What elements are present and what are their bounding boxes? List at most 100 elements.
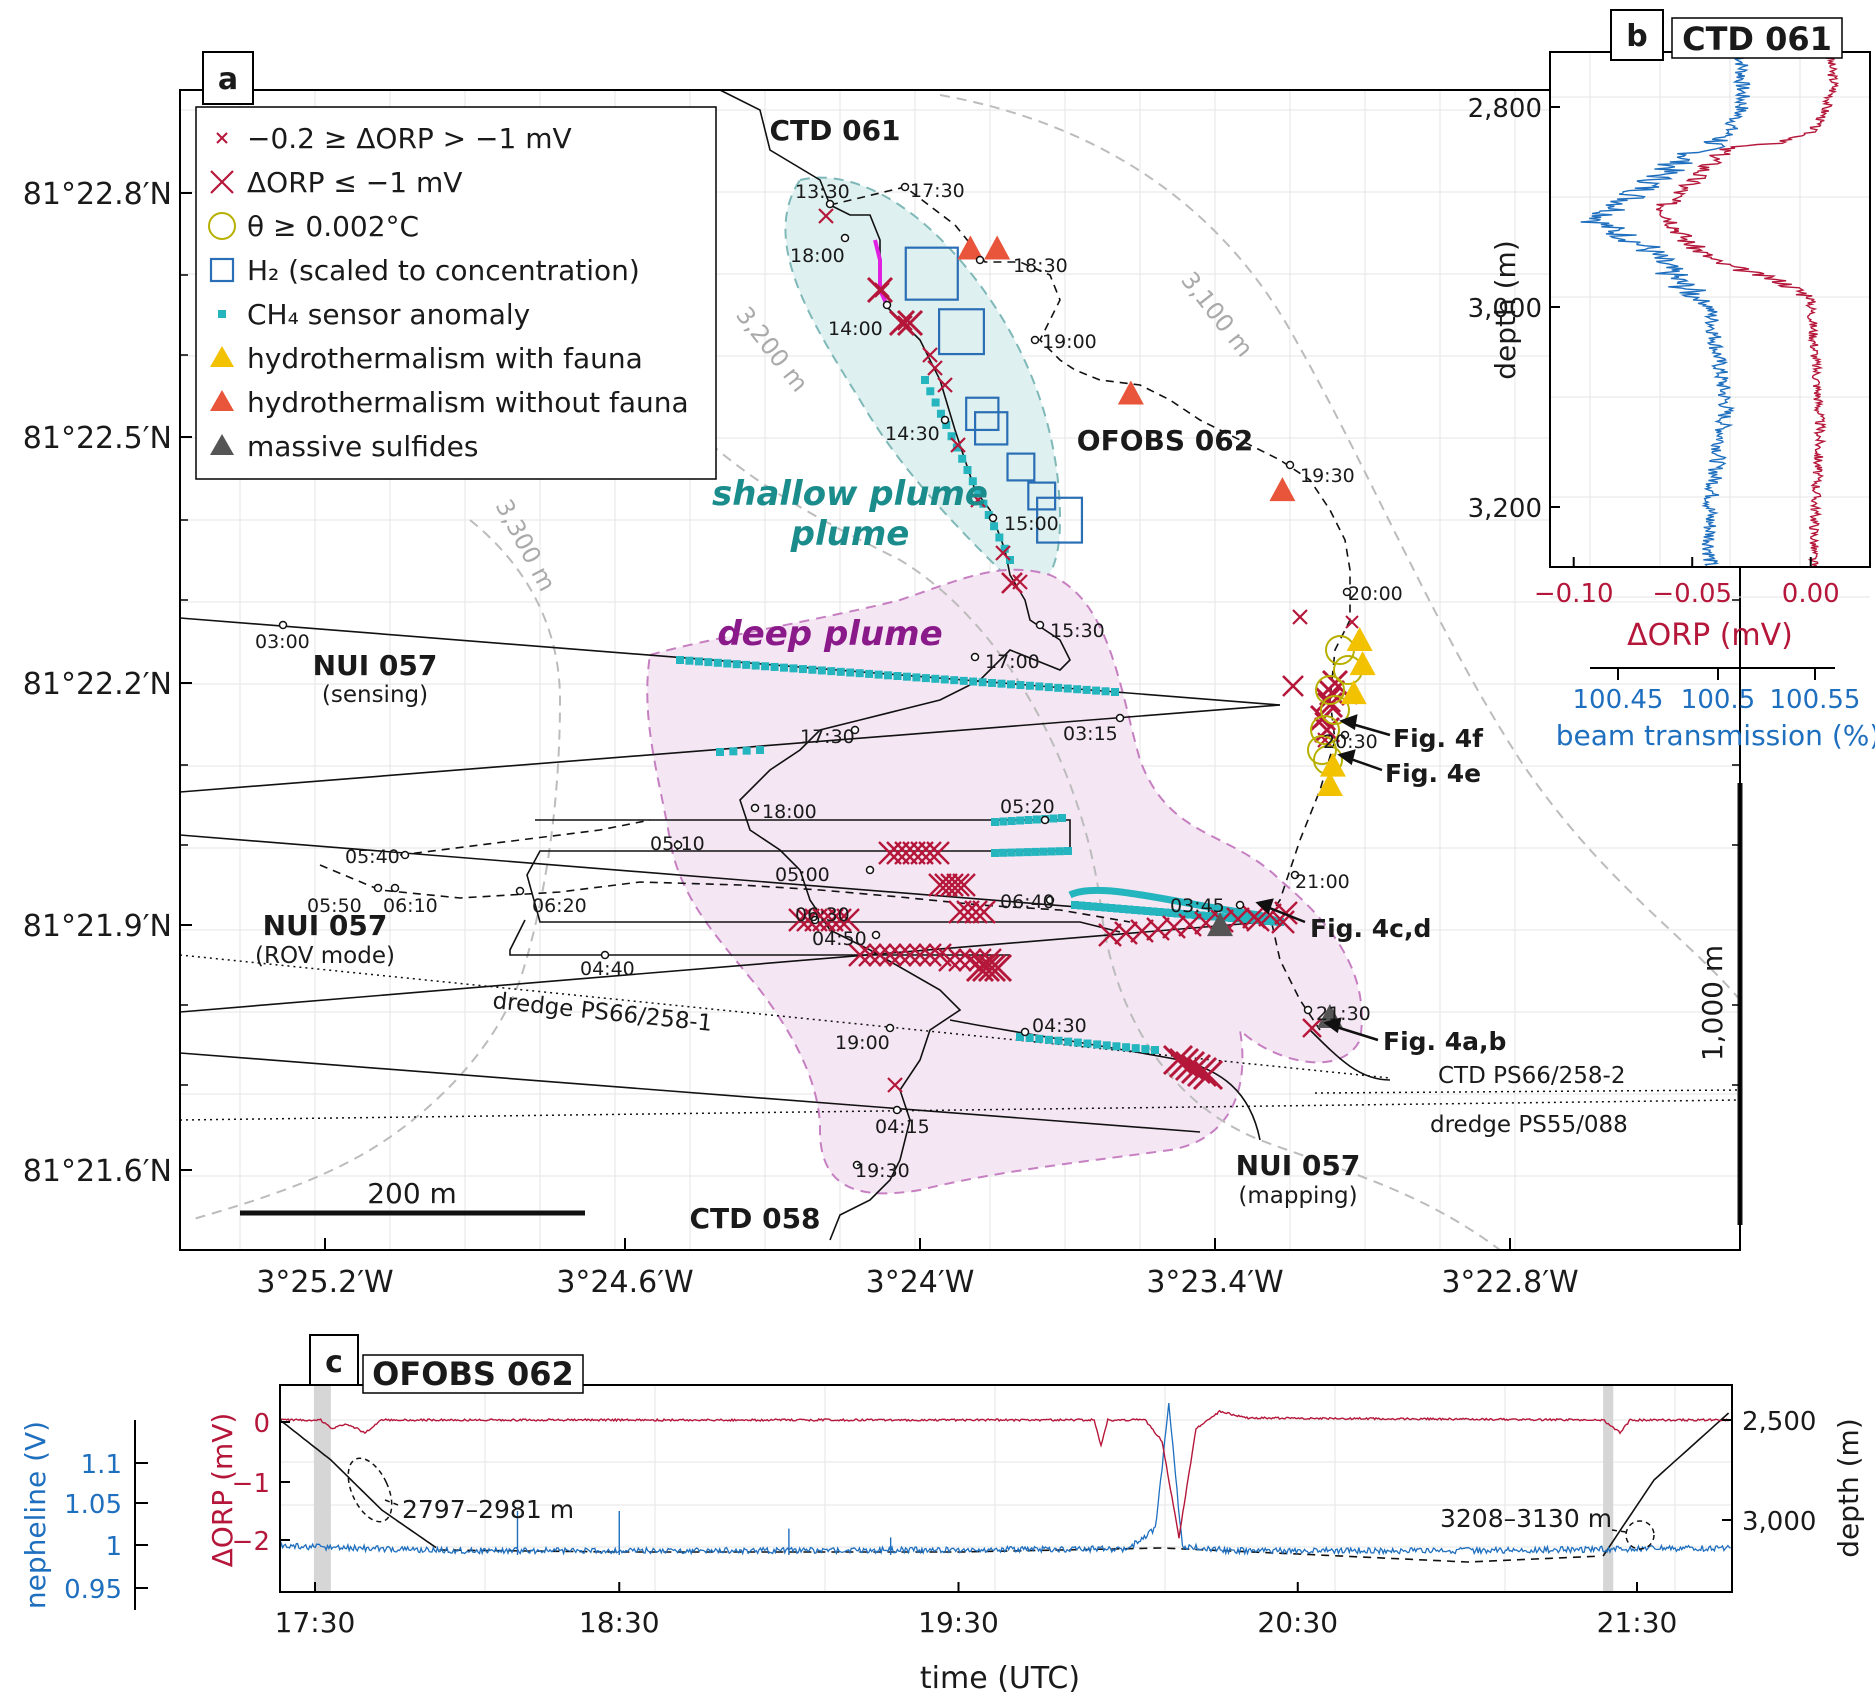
orp-x-marker: [1192, 1059, 1224, 1091]
ch4-anomaly-marker: [958, 454, 967, 463]
circle-icon: [208, 212, 236, 240]
ch4-anomaly-marker: [1073, 685, 1082, 694]
time-marker-label: 17:00: [985, 651, 1040, 673]
ch4-anomaly-marker: [1007, 848, 1016, 857]
orp-x-marker: [866, 276, 894, 304]
ch4-anomaly-marker: [1044, 1035, 1053, 1044]
depth-axis-label: depth (m): [1832, 1418, 1865, 1558]
ch4-anomaly-marker: [1141, 1045, 1150, 1054]
shallow-plume-label: shallow plume: [712, 474, 988, 514]
ch4-anomaly-marker: [893, 672, 902, 680]
panel-c-title: OFOBS 062: [372, 1355, 574, 1393]
contour-3200: [637, 209, 1501, 1251]
time-marker-dot: [871, 930, 881, 940]
orp-x-stroke: [977, 953, 1007, 983]
orp-x-marker: [971, 953, 1001, 983]
time-marker-dot: [1285, 460, 1295, 470]
ch4-anomaly-marker: [978, 678, 987, 687]
deep-plume-region: [646, 568, 1363, 1195]
panel-c-timeseries: 2797–2981 m 3208–3130 m 17:30 18:30 19:30 20…: [19, 1334, 1865, 1696]
ch4-anomaly-marker: [1093, 1040, 1102, 1049]
orp-x-stroke: [928, 873, 952, 897]
ch4-anomaly-marker: [921, 674, 930, 683]
time-marker-dot: [1235, 900, 1245, 910]
highlight-band: [1603, 1385, 1614, 1592]
ch4-anomaly-marker: [1006, 680, 1015, 689]
ch4-anomaly-marker: [884, 671, 893, 680]
ch4-anomaly-marker: [1155, 908, 1164, 916]
ofobs062-label: OFOBS 062: [1077, 424, 1253, 457]
ch4-anomaly-marker: [1137, 906, 1146, 915]
orp-x-stroke: [866, 276, 894, 304]
ch4-anomaly-marker: [1122, 1043, 1131, 1052]
time-marker-label: 15:00: [1004, 513, 1059, 535]
time-marker-dot: [515, 886, 525, 896]
orp-x-marker: [878, 943, 902, 967]
nui-sensing-sub: (sensing): [322, 682, 428, 708]
ch4-anomaly-marker: [1035, 1034, 1044, 1043]
ch4-anomaly-marker: [751, 661, 760, 670]
x-tick-label: 20:30: [1257, 1606, 1338, 1639]
orp-x-marker: [896, 309, 924, 337]
figure-refs: [1255, 714, 1391, 1042]
time-marker-dot: [988, 513, 998, 523]
ch4-anomaly-marker: [1054, 1036, 1063, 1045]
ch4-anomaly-marker: [991, 818, 999, 826]
ch4-anomaly-marker: [902, 672, 911, 681]
orp-x-marker: [868, 943, 892, 967]
ch4-anomaly-marker: [997, 679, 1006, 688]
orp-x-marker: [918, 943, 942, 967]
ch4-anomaly-marker: [1024, 816, 1033, 824]
triangle-icon: [210, 346, 234, 367]
depth-bottom-dashed: [439, 1547, 1597, 1563]
orp-x-marker: [1313, 716, 1341, 744]
ch4-anomaly-marker: [1058, 814, 1066, 822]
orp-x-stroke: [995, 545, 1011, 561]
orp-x-stroke: [908, 943, 932, 967]
ch4-anomaly-marker: [1131, 906, 1140, 914]
legend-item-label: ΔORP ≤ −1 mV: [247, 166, 462, 199]
orp-x-marker: [995, 545, 1011, 561]
annotation-ellipse: [347, 1457, 393, 1523]
orp-x-marker: [1186, 1056, 1218, 1088]
ch4-anomaly-marker: [742, 660, 751, 669]
ch4-anomaly-marker: [1173, 909, 1182, 918]
panel-label-a: a: [218, 62, 238, 97]
y-tick-label: 3,200: [1468, 494, 1542, 524]
ch4-anomaly-marker: [789, 664, 798, 673]
orp-x-stroke: [896, 309, 924, 337]
orp-x-stroke: [1162, 1044, 1194, 1076]
orp-x-stroke: [1186, 1056, 1218, 1088]
time-marker-dot: [940, 415, 950, 425]
orp-x-stroke: [1314, 686, 1342, 714]
time-marker-label: 05:00: [775, 864, 830, 886]
time-marker-dot: [885, 1023, 895, 1033]
nui-rov-dashed: [319, 819, 1131, 923]
x-tick-label: 3°22.8′W: [1441, 1265, 1578, 1300]
time-marker-dot: [750, 803, 760, 813]
ch4-anomaly-marker: [1161, 908, 1170, 917]
orp-profile-line: [1656, 56, 1840, 567]
ch4-anomaly-marker: [959, 676, 968, 685]
depth-ascent-line: [1602, 1412, 1730, 1557]
ch4-anomaly-marker: [974, 488, 983, 497]
y-axis-label: depth (m): [1489, 240, 1522, 380]
orp-x-stroke: [1001, 572, 1023, 594]
ch4-anomaly-marker: [770, 662, 779, 671]
triangle-icon: [210, 390, 234, 411]
legend-item-label: CH₄ sensor anomaly: [247, 298, 530, 331]
time-marker-label: 06:10: [383, 895, 438, 917]
orp-x-marker: [887, 1077, 903, 1093]
x-axis-label-beam: beam transmission (%): [1556, 719, 1875, 752]
orp-x-marker: [898, 943, 922, 967]
orp-x-stroke: [1178, 913, 1202, 937]
time-marker-dot: [1020, 1027, 1030, 1037]
ch4-anomaly-marker: [704, 658, 713, 667]
scalebar-vertical-label: 1,000 m: [1696, 945, 1729, 1061]
ch4-anomaly-marker: [940, 675, 949, 684]
nepheline-tick-label: 0.95: [64, 1575, 122, 1605]
orp-x-marker: [938, 948, 962, 972]
ch4-anomaly-marker: [979, 499, 988, 508]
ch4-anomaly-marker: [742, 746, 751, 755]
ctd-ps66-line: [1314, 1089, 1741, 1094]
